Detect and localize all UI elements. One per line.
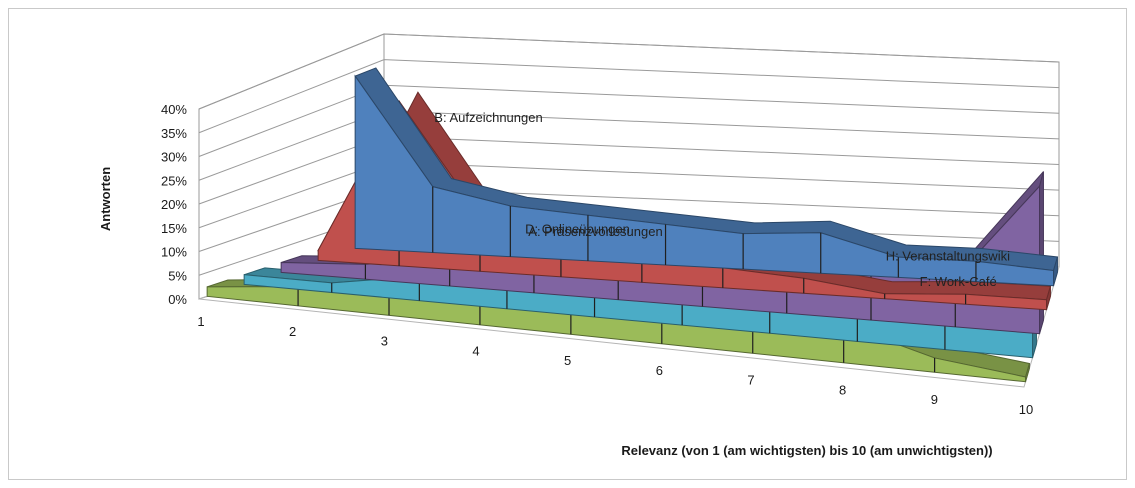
y-tick-label: 10% — [161, 245, 187, 260]
y-tick-labels: 0% 5% 10% 15% 20% 25% 30% 35% 40% — [161, 102, 187, 307]
series-label: F: Work-Café — [920, 274, 997, 289]
series-end-cap — [1053, 256, 1058, 286]
x-tick-labels: 1 2 3 4 5 6 7 8 9 10 — [197, 314, 1033, 417]
series-label: D: Onlineübungen — [525, 222, 630, 237]
series-labels: A: Präsenzvorlesungen B: Aufzeichnungen F:… — [434, 110, 1010, 289]
y-tick-label: 5% — [168, 268, 187, 283]
series-label: H: Veranstaltungswiki — [886, 249, 1010, 264]
x-tick-label: 6 — [656, 363, 663, 378]
series-end-cap — [1025, 363, 1030, 382]
gridline — [198, 59, 1060, 134]
series-ribbons — [206, 67, 1059, 383]
y-tick-label: 30% — [161, 150, 187, 165]
x-tick-label: 3 — [381, 334, 388, 349]
y-tick-label: 20% — [161, 197, 187, 212]
series-end-cap — [1046, 286, 1051, 310]
y-tick-label: 15% — [161, 221, 187, 236]
x-tick-label: 7 — [747, 373, 754, 388]
x-tick-label: 1 — [197, 314, 204, 329]
chart-frame: 0% 5% 10% 15% 20% 25% 30% 35% 40% 1 2 3 4 5 6 7 8 9 10 A:… — [8, 8, 1127, 480]
chart-3d-area: 0% 5% 10% 15% 20% 25% 30% 35% 40% 1 2 3 4 5 6 7 8 9 10 A:… — [98, 33, 1060, 458]
x-tick-label: 9 — [931, 392, 938, 407]
x-tick-label: 10 — [1019, 402, 1033, 417]
x-tick-label: 5 — [564, 353, 571, 368]
y-tick-label: 40% — [161, 102, 187, 117]
x-tick-label: 4 — [472, 343, 479, 358]
x-axis-title: Relevanz (von 1 (am wichtigsten) bis 10 … — [621, 443, 992, 458]
series-label: A: Präsenzvorlesungen — [528, 224, 662, 239]
series-label: B: Aufzeichnungen — [434, 110, 542, 125]
x-tick-label: 2 — [289, 324, 296, 339]
x-tick-label: 8 — [839, 382, 846, 397]
gridline — [198, 33, 1060, 110]
y-tick-label: 35% — [161, 126, 187, 141]
series-0 — [354, 67, 1059, 287]
y-tick-label: 0% — [168, 292, 187, 307]
y-axis-title: Antworten — [98, 167, 113, 231]
y-tick-label: 25% — [161, 173, 187, 188]
